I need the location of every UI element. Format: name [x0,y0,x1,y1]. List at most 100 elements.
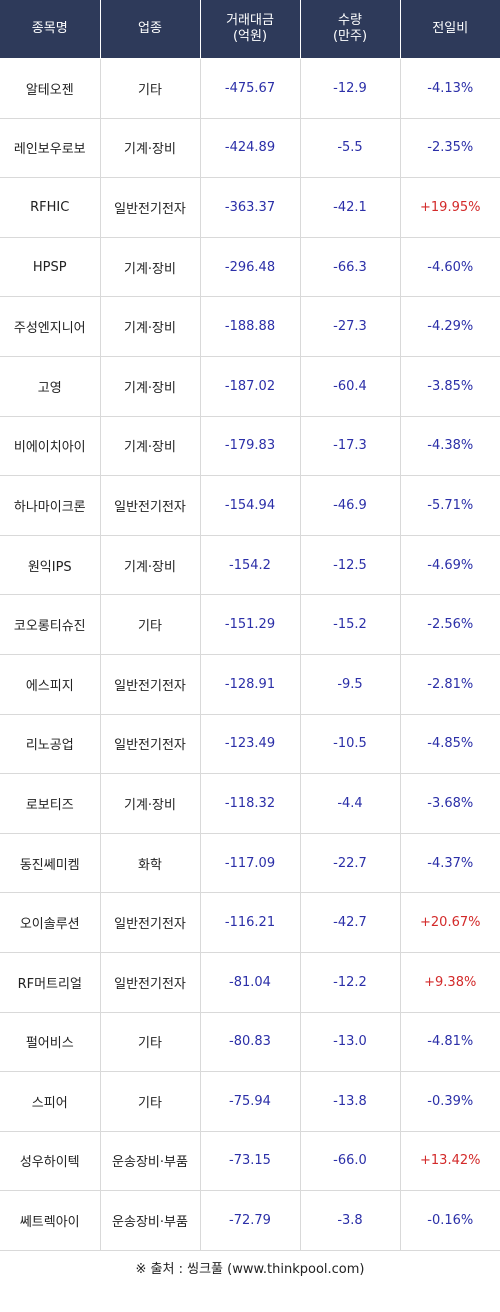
header-row: 종목명 업종 거래대금 (억원) 수량 (만주) 전일비 [0,0,500,59]
trade-amount-cell: -188.88 [200,296,301,357]
volume-cell: -60.4 [300,356,401,417]
stock-name-cell: 코오롱티슈진 [0,594,101,655]
stock-name-cell: 오이솔루션 [0,892,101,953]
volume-cell: -12.9 [300,58,401,119]
trade-amount-cell: -151.29 [200,594,301,655]
trade-amount-cell: -424.89 [200,118,301,179]
sector-cell: 일반전기전자 [100,177,201,238]
sector-cell: 기타 [100,58,201,119]
sector-cell: 기계·장비 [100,296,201,357]
volume-cell: -13.8 [300,1071,401,1132]
table-row: 비에이치아이 기계·장비 -179.83 -17.3 -4.38% [0,416,500,477]
volume-cell: -10.5 [300,714,401,775]
change-cell: -5.71% [400,475,500,536]
sector-cell: 화학 [100,833,201,894]
header-volume-line1: 수량 [338,13,362,28]
table-row: 알테오젠 기타 -475.67 -12.9 -4.13% [0,58,500,119]
change-cell: -2.81% [400,654,500,715]
volume-cell: -15.2 [300,594,401,655]
table-row: 펄어비스 기타 -80.83 -13.0 -4.81% [0,1012,500,1073]
volume-cell: -66.3 [300,237,401,298]
table-row: 에스피지 일반전기전자 -128.91 -9.5 -2.81% [0,654,500,715]
stock-name-cell: 하나마이크론 [0,475,101,536]
sector-cell: 기계·장비 [100,118,201,179]
header-volume-line2: (만주) [332,29,368,44]
stock-name-cell: 리노공업 [0,714,101,775]
volume-cell: -17.3 [300,416,401,477]
volume-cell: -27.3 [300,296,401,357]
change-cell: +20.67% [400,892,500,953]
stock-name-cell: RF머트리얼 [0,952,101,1013]
trade-amount-cell: -80.83 [200,1012,301,1073]
stock-table-container: 종목명 업종 거래대금 (억원) 수량 (만주) 전일비 알테오젠 기타 -475.… [0,0,500,1251]
sector-cell: 기계·장비 [100,773,201,834]
table-row: 오이솔루션 일반전기전자 -116.21 -42.7 +20.67% [0,892,500,953]
stock-name-cell: 원익IPS [0,535,101,596]
change-cell: +9.38% [400,952,500,1013]
stock-name-cell: 스피어 [0,1071,101,1132]
table-body: 알테오젠 기타 -475.67 -12.9 -4.13% 레인보우로보 기계·장비 -424.… [0,58,500,1251]
sector-cell: 일반전기전자 [100,952,201,1013]
stock-name-cell: 고영 [0,356,101,417]
header-amount: 거래대금 (억원) [200,0,301,59]
stock-name-cell: 동진쎄미켐 [0,833,101,894]
volume-cell: -22.7 [300,833,401,894]
stock-name-cell: 알테오젠 [0,58,101,119]
volume-cell: -4.4 [300,773,401,834]
stock-name-cell: 비에이치아이 [0,416,101,477]
change-cell: +19.95% [400,177,500,238]
change-cell: -4.13% [400,58,500,119]
header-change: 전일비 [400,0,500,59]
volume-cell: -13.0 [300,1012,401,1073]
stock-name-cell: 쎄트렉아이 [0,1190,101,1251]
table-row: RF머트리얼 일반전기전자 -81.04 -12.2 +9.38% [0,952,500,1013]
header-amount-line2: (억원) [232,29,268,44]
trade-amount-cell: -75.94 [200,1071,301,1132]
table-header: 종목명 업종 거래대금 (억원) 수량 (만주) 전일비 [0,0,500,59]
trade-amount-cell: -117.09 [200,833,301,894]
header-volume: 수량 (만주) [300,0,401,59]
change-cell: -0.39% [400,1071,500,1132]
sector-cell: 기타 [100,1071,201,1132]
change-cell: -2.56% [400,594,500,655]
change-cell: -4.37% [400,833,500,894]
trade-amount-cell: -154.2 [200,535,301,596]
change-cell: -4.60% [400,237,500,298]
header-amount-line1: 거래대금 [226,13,274,28]
stock-table: 종목명 업종 거래대금 (억원) 수량 (만주) 전일비 알테오젠 기타 -475.… [0,0,500,1251]
trade-amount-cell: -128.91 [200,654,301,715]
sector-cell: 기계·장비 [100,237,201,298]
sector-cell: 일반전기전자 [100,714,201,775]
table-row: 코오롱티슈진 기타 -151.29 -15.2 -2.56% [0,594,500,655]
volume-cell: -5.5 [300,118,401,179]
change-cell: -4.85% [400,714,500,775]
trade-amount-cell: -187.02 [200,356,301,417]
table-row: 주성엔지니어 기계·장비 -188.88 -27.3 -4.29% [0,296,500,357]
stock-name-cell: 펄어비스 [0,1012,101,1073]
volume-cell: -12.5 [300,535,401,596]
trade-amount-cell: -179.83 [200,416,301,477]
table-row: RFHIC 일반전기전자 -363.37 -42.1 +19.95% [0,177,500,238]
table-row: 성우하이텍 운송장비·부품 -73.15 -66.0 +13.42% [0,1131,500,1192]
change-cell: -4.38% [400,416,500,477]
table-row: 로보티즈 기계·장비 -118.32 -4.4 -3.68% [0,773,500,834]
header-name: 종목명 [0,0,101,59]
table-row: 스피어 기타 -75.94 -13.8 -0.39% [0,1071,500,1132]
volume-cell: -46.9 [300,475,401,536]
sector-cell: 일반전기전자 [100,892,201,953]
trade-amount-cell: -123.49 [200,714,301,775]
change-cell: -0.16% [400,1190,500,1251]
header-sector: 업종 [100,0,201,59]
table-row: 리노공업 일반전기전자 -123.49 -10.5 -4.85% [0,714,500,775]
sector-cell: 기타 [100,594,201,655]
table-row: 고영 기계·장비 -187.02 -60.4 -3.85% [0,356,500,417]
volume-cell: -12.2 [300,952,401,1013]
source-note: ※ 출처 : 씽크풀 (www.thinkpool.com) [135,1262,365,1277]
trade-amount-cell: -72.79 [200,1190,301,1251]
change-cell: +13.42% [400,1131,500,1192]
table-row: 쎄트렉아이 운송장비·부품 -72.79 -3.8 -0.16% [0,1190,500,1251]
trade-amount-cell: -475.67 [200,58,301,119]
stock-name-cell: 로보티즈 [0,773,101,834]
sector-cell: 기타 [100,1012,201,1073]
sector-cell: 운송장비·부품 [100,1131,201,1192]
